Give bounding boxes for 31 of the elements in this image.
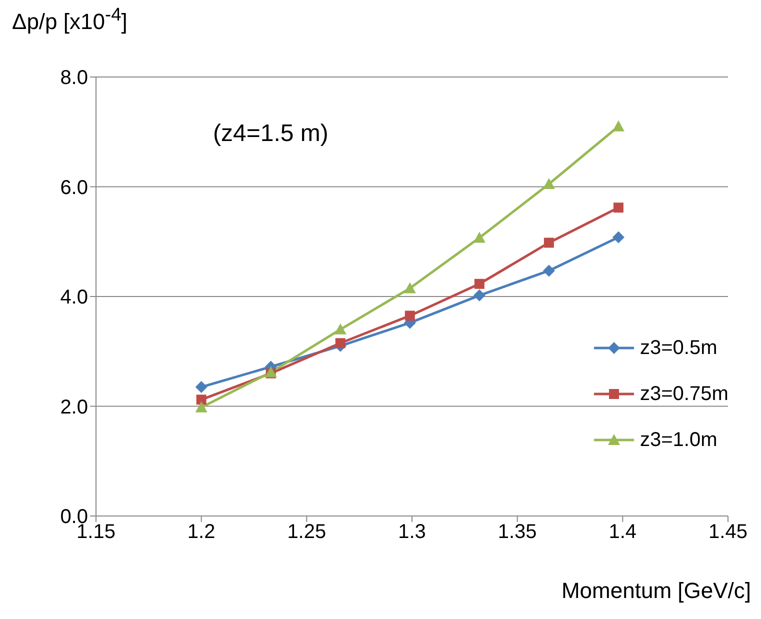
point xyxy=(544,238,554,248)
x-tick-label: 1.4 xyxy=(608,521,637,544)
point xyxy=(195,401,208,412)
x-tick-label: 1.2 xyxy=(187,521,216,544)
x-tick-label: 1.25 xyxy=(287,521,326,544)
y-tick-label: 8.0 xyxy=(60,67,88,90)
point xyxy=(612,231,624,244)
x-tick-label: 1.3 xyxy=(398,521,426,544)
legend-label: z3=0.5m xyxy=(640,336,718,360)
point xyxy=(196,394,206,405)
point xyxy=(542,264,555,277)
legend-label: z3=0.75m xyxy=(640,382,728,406)
annotation: (z4=1.5 m) xyxy=(213,120,328,147)
y-tick-label: 4.0 xyxy=(60,286,88,309)
point xyxy=(334,323,346,334)
point xyxy=(474,278,484,289)
y-tick-label: 2.0 xyxy=(60,396,88,418)
y-tick-label: 6.0 xyxy=(60,176,88,199)
y-axis-title: Δp/p [x10$^{-4}$] xyxy=(12,4,128,34)
legend-label: z3=1.0m xyxy=(640,428,718,452)
point xyxy=(473,289,486,302)
point xyxy=(612,120,624,132)
x-axis-title: Momentum [GeV/c] xyxy=(561,578,751,603)
x-tick-label: 1.35 xyxy=(498,521,537,544)
point xyxy=(335,338,346,348)
point xyxy=(473,232,486,243)
point xyxy=(613,202,624,213)
point xyxy=(404,282,416,294)
point xyxy=(404,310,415,321)
x-tick-label: 1.45 xyxy=(708,521,748,544)
point xyxy=(195,381,208,394)
